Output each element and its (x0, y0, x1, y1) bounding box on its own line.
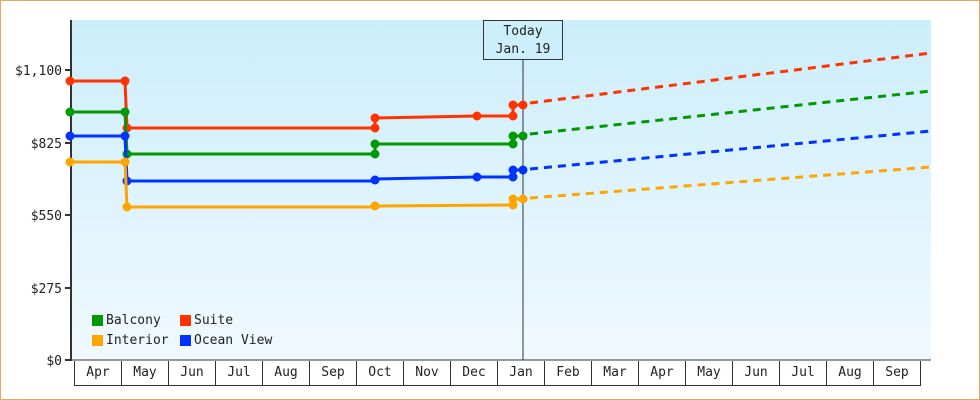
y-tick-label: $1,100 (15, 64, 62, 79)
month-label: Feb (544, 361, 591, 385)
legend-label: Balcony (106, 312, 161, 328)
legend-item-suite: Suite (180, 312, 300, 328)
legend-item-ocean-view: Ocean View (180, 332, 300, 348)
series-ocean-view (65, 129, 932, 186)
today-annotation: Today Jan. 19 (483, 20, 563, 60)
month-label: Jan (497, 361, 544, 385)
month-label: Oct (356, 361, 403, 385)
month-label: May (685, 361, 732, 385)
y-tick-label: $550 (31, 209, 62, 224)
x-axis-months: Apr May Jun Jul Aug Sep Oct Nov Dec Jan … (74, 361, 921, 386)
month-label: Jun (168, 361, 215, 385)
month-label: Nov (403, 361, 450, 385)
legend-item-balcony: Balcony (92, 312, 180, 328)
month-label: May (121, 361, 168, 385)
today-date: Jan. 19 (495, 42, 551, 57)
y-tick-label: $825 (31, 137, 62, 152)
legend: Balcony Suite Interior Ocean View (92, 312, 300, 348)
month-label: Apr (638, 361, 685, 385)
legend-label: Interior (106, 332, 169, 348)
legend-swatch (180, 334, 191, 346)
month-label: Aug (262, 361, 309, 385)
month-label: Sep (873, 361, 921, 385)
month-label: Mar (591, 361, 638, 385)
legend-item-interior: Interior (92, 332, 180, 348)
plot-area (72, 20, 931, 360)
month-label: Aug (826, 361, 873, 385)
month-label: Jul (779, 361, 826, 385)
month-label: Apr (74, 361, 121, 385)
month-label: Jul (215, 361, 262, 385)
legend-label: Suite (194, 312, 234, 328)
series-interior (65, 157, 932, 212)
month-label: Dec (450, 361, 497, 385)
y-tick-label: $0 (46, 354, 62, 369)
y-tick-label: $275 (31, 282, 62, 297)
series-suite (65, 51, 932, 133)
y-ticks: $1,100 $825 $550 $275 $0 (15, 64, 71, 369)
month-label: Sep (309, 361, 356, 385)
legend-swatch (92, 314, 103, 326)
today-label: Today (503, 24, 543, 39)
legend-swatch (92, 334, 103, 346)
legend-swatch (180, 314, 191, 326)
legend-label: Ocean View (194, 332, 273, 348)
month-label: Jun (732, 361, 779, 385)
